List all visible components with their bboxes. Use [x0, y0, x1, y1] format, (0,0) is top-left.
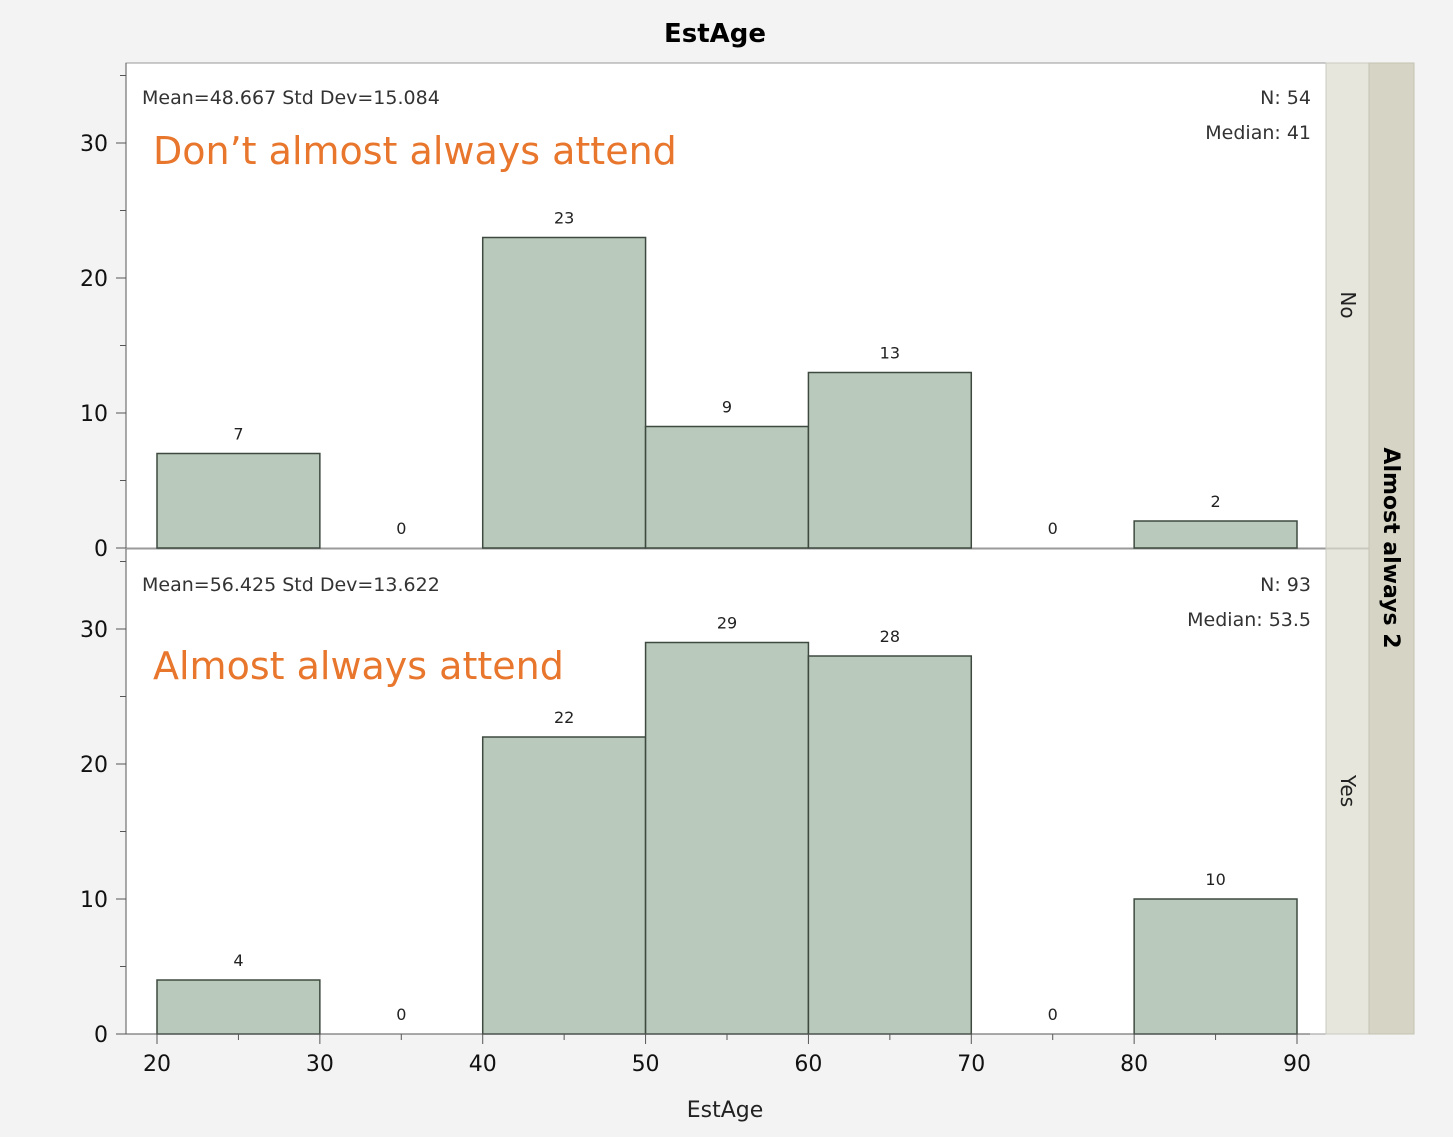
histogram-bar [644, 425, 810, 549]
strip-no [1325, 62, 1370, 549]
stats-n-top: N: 54 [1260, 87, 1311, 109]
bar-count-label: 22 [554, 708, 574, 727]
x-tick-label: 50 [632, 1052, 660, 1077]
bar-count-label: 0 [1048, 1005, 1058, 1024]
bar-count-label: 29 [717, 614, 737, 633]
histogram-bar [644, 641, 810, 1035]
x-tick-label: 40 [469, 1052, 497, 1077]
y-tick-label: 30 [80, 132, 108, 157]
bar-count-label: 23 [554, 209, 574, 228]
bar-count-label: 28 [880, 627, 900, 646]
facet-strips: No Yes Almost always 2 [1325, 62, 1415, 1035]
histogram-bar [156, 979, 321, 1035]
histogram-bar [1133, 898, 1298, 1035]
y-tick-label: 0 [94, 537, 108, 562]
histogram-bar [807, 371, 973, 549]
annotation-bottom: Almost always attend [153, 644, 564, 688]
histogram-bar [156, 452, 321, 549]
strip-yes [1325, 548, 1370, 1035]
y-axis: 0 10 20 30 0 10 20 30 [80, 63, 127, 1048]
x-tick-label: 90 [1283, 1052, 1311, 1077]
strip-label-no: No [1336, 291, 1360, 318]
y-tick-label: 20 [80, 753, 108, 778]
y-tick-label: 0 [94, 1023, 108, 1048]
stats-median-top: Median: 41 [1205, 122, 1311, 144]
stats-left-bottom: Mean=56.425 Std Dev=13.622 [142, 574, 440, 596]
group-label: Almost always 2 [1378, 447, 1403, 648]
bars-layer: 7 0 23 9 13 0 2 4 0 22 29 28 0 10 [156, 209, 1298, 1035]
x-axis-title: EstAge [687, 1098, 764, 1123]
bar-count-label: 7 [233, 425, 243, 444]
bar-count-label: 0 [1048, 519, 1058, 538]
bar-count-label: 0 [396, 1005, 406, 1024]
stats-left-top: Mean=48.667 Std Dev=15.084 [142, 87, 440, 109]
x-axis: 20 30 40 50 60 70 80 90 [126, 1033, 1311, 1077]
chart-title: EstAge [664, 19, 766, 49]
x-tick-label: 60 [794, 1052, 822, 1077]
y-tick-label: 10 [80, 888, 108, 913]
bar-count-label: 9 [722, 398, 732, 417]
bar-count-label: 13 [880, 344, 900, 363]
stats-n-bottom: N: 93 [1260, 574, 1311, 596]
panel-text-bottom: Mean=56.425 Std Dev=13.622 N: 93 Median:… [142, 574, 1311, 688]
histogram-bar [481, 236, 647, 549]
histogram-bar [1133, 520, 1298, 549]
histogram-bar [481, 736, 647, 1035]
x-tick-label: 30 [306, 1052, 334, 1077]
y-tick-label: 10 [80, 402, 108, 427]
bar-count-label: 2 [1210, 492, 1220, 511]
bar-count-label: 10 [1205, 870, 1225, 889]
x-tick-label: 70 [957, 1052, 985, 1077]
bar-count-label: 4 [233, 951, 243, 970]
stats-median-bottom: Median: 53.5 [1187, 609, 1311, 631]
y-tick-label: 30 [80, 618, 108, 643]
bar-count-label: 0 [396, 519, 406, 538]
panel-text-top: Mean=48.667 Std Dev=15.084 N: 54 Median:… [142, 87, 1311, 173]
histogram-bar [807, 655, 973, 1035]
x-tick-label: 80 [1120, 1052, 1148, 1077]
annotation-top: Don’t almost always attend [153, 129, 677, 173]
group-strip [1368, 62, 1415, 1035]
x-tick-label: 20 [143, 1052, 171, 1077]
strip-label-yes: Yes [1336, 774, 1360, 807]
y-tick-label: 20 [80, 267, 108, 292]
